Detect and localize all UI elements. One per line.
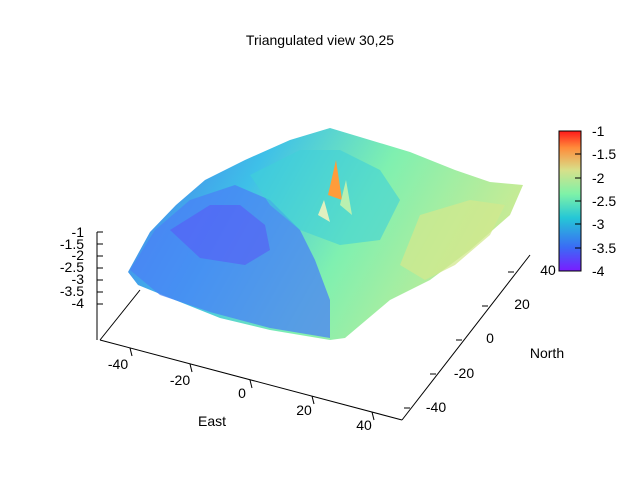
z-tick-label: -2 [72,247,85,263]
colorbar-tick-label: -3.5 [592,240,616,256]
axes-box [96,232,531,421]
north-tick-label: 20 [514,296,530,312]
z-axis: -1 -1.5 -2 -2.5 -3 -3.5 -4 [60,224,103,311]
peak-spike [328,160,342,200]
colorbar: -1 -1.5 -2 -2.5 -3 -3.5 -4 [558,123,616,279]
z-tick-label: -4 [72,295,85,311]
north-axis: -40 -20 0 20 40 North [404,262,564,415]
north-tick-label: 0 [486,330,494,346]
surface-dark-region [170,205,270,265]
north-axis-label: North [530,345,564,361]
colorbar-tick-label: -1.5 [592,146,616,162]
east-tick-label: 40 [356,417,372,433]
north-tick-label: -40 [426,399,446,415]
peak-spike-small [318,200,330,222]
colorbar-tick-label: -1 [592,123,605,139]
colorbar-tick-label: -4 [592,263,605,279]
z-tick-label: -3.5 [60,283,84,299]
z-tick-label: -3 [72,271,85,287]
colorbar-tick-label: -2.5 [592,193,616,209]
z-tick-label: -1 [72,224,85,240]
east-tick-label: -20 [170,372,190,388]
east-tick-label: 20 [296,402,312,418]
east-tick-label: 0 [238,385,246,401]
north-tick-label: 40 [540,262,556,278]
peak-spike-secondary [340,180,352,215]
east-tick-label: -40 [108,356,128,372]
chart-title: Triangulated view 30,25 [246,32,394,48]
surface [128,128,523,340]
west-edge-line [99,289,141,341]
east-axis: -40 -20 0 20 40 East [108,347,375,433]
east-axis-line [99,339,403,421]
z-tick-label: -1.5 [60,236,84,252]
north-tick-label: -20 [454,365,474,381]
colorbar-tick-label: -3 [592,216,605,232]
colorbar-tick-label: -2 [592,170,605,186]
east-axis-label: East [198,413,226,429]
surface-yellow-region [400,200,505,280]
z-tick-label: -2.5 [60,259,84,275]
north-axis-line [401,254,531,421]
surface-cyan-region [250,150,400,245]
